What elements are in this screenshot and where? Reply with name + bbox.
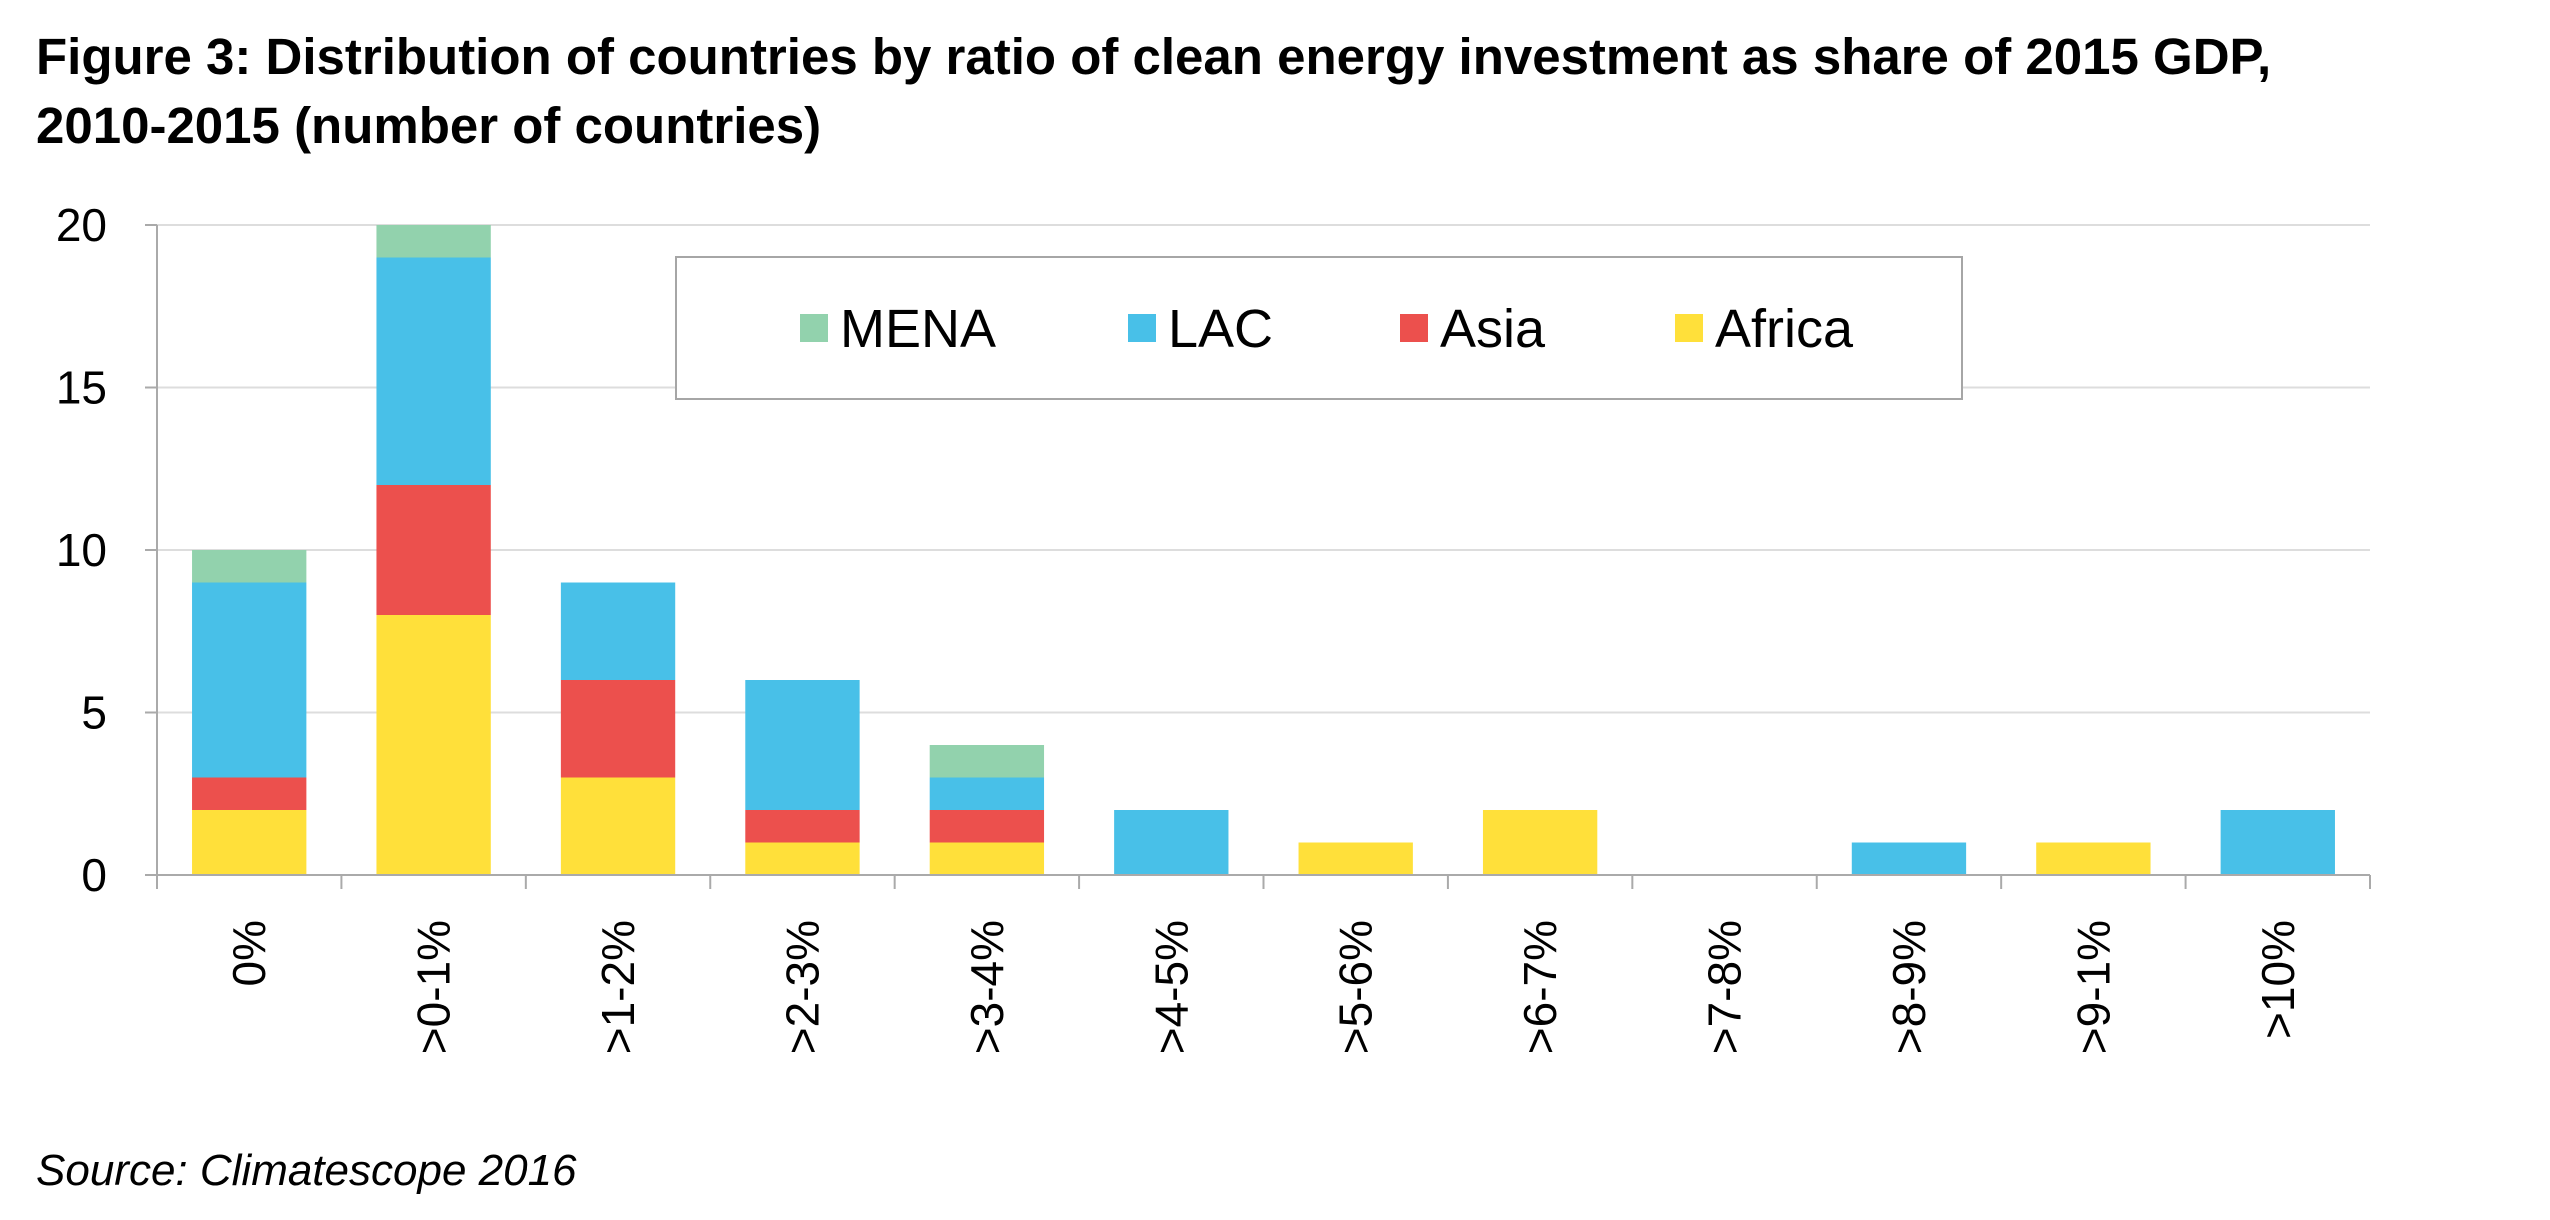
bar-asia-0 [192,777,307,810]
x-category-label: 0% [223,920,275,986]
x-category-label: >3-4% [961,920,1013,1054]
legend-label-asia: Asia [1440,299,1546,359]
x-category-label: >2-3% [776,920,828,1054]
bar-africa-10 [2036,842,2151,875]
title-line-1: Figure 3: Distribution of countries by r… [36,28,2272,85]
bar-africa-7 [1482,810,1598,875]
source-note: Source: Climatescope 2016 [36,1146,577,1195]
legend-swatch-africa [1675,314,1703,342]
bar-lac-4 [929,777,1045,810]
bar-mena-4 [929,745,1045,778]
legend-label-mena: MENA [840,299,996,359]
bar-lac-5 [1114,810,1229,875]
y-tick-label: 10 [56,524,107,576]
bar-mena-1 [376,225,491,258]
bar-asia-3 [745,810,860,843]
x-category-label: >1-2% [592,920,644,1054]
bar-lac-0 [192,582,307,778]
x-category-label: >4-5% [1145,920,1197,1054]
bar-africa-4 [929,842,1045,875]
x-category-label: >10% [2252,920,2304,1039]
bar-africa-2 [560,777,676,875]
bar-africa-0 [192,810,307,875]
bar-africa-1 [376,615,491,875]
bar-lac-1 [376,257,491,485]
legend: MENA LAC Asia Africa [675,256,1963,400]
legend-box [675,256,1963,400]
bar-lac-11 [2220,810,2335,875]
y-tick-label: 5 [81,687,107,739]
x-category-label: >0-1% [408,920,460,1054]
bar-asia-2 [560,680,676,778]
bar-lac-9 [1851,842,1967,875]
x-category-label: >6-7% [1514,920,1566,1054]
bar-africa-6 [1298,842,1413,875]
x-category-label: >7-8% [1699,920,1751,1054]
legend-swatch-mena [800,314,828,342]
x-category-label: >8-9% [1883,920,1935,1054]
bar-africa-3 [745,842,860,875]
x-category-label: >9-1% [2067,920,2119,1054]
chart-area: 0 5 10 15 20 0% >0-1% >1-2% >2-3% >3-4% >4-5% >5-6%… [0,170,2550,1120]
bar-lac-3 [745,680,860,810]
chart-title: Figure 3: Distribution of countries by r… [36,22,2526,160]
legend-label-lac: LAC [1168,299,1273,359]
bar-mena-0 [192,550,307,583]
x-category-label: >5-6% [1330,920,1382,1054]
bars [192,225,2335,875]
axes: 0 5 10 15 20 0% >0-1% >1-2% >2-3% >3-4% >4-5% >5-6%… [56,199,2371,1054]
y-tick-label: 15 [56,362,107,414]
legend-swatch-lac [1128,314,1156,342]
legend-swatch-asia [1400,314,1428,342]
bar-asia-4 [929,810,1045,843]
bar-lac-2 [560,582,676,680]
y-tick-label: 20 [56,199,107,251]
stacked-bar-chart: 0 5 10 15 20 0% >0-1% >1-2% >2-3% >3-4% >4-5% >5-6%… [56,199,2371,1054]
bar-asia-1 [376,485,491,615]
y-tick-label: 0 [81,849,107,901]
legend-label-africa: Africa [1715,299,1854,359]
title-line-2: 2010-2015 (number of countries) [36,97,822,154]
